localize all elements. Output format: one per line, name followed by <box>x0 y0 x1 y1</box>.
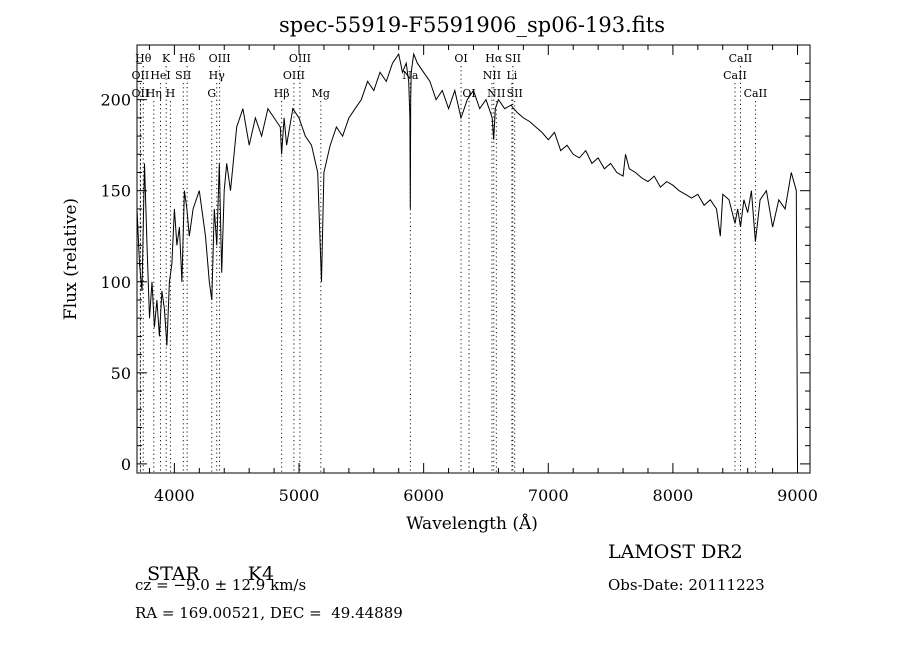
coordinates-info: RA = 169.00521, DEC = 49.44889 <box>135 604 403 622</box>
y-tick-label: 0 <box>121 455 131 474</box>
line-marker-label: Hη <box>146 87 162 100</box>
x-axis-ticks: 4000 5000 6000 7000 8000 9000 <box>148 45 818 505</box>
plot-frame <box>136 44 811 474</box>
line-marker-label: CaII <box>744 87 768 100</box>
object-class: STAR K4 <box>135 541 274 585</box>
x-tick-label: 8000 <box>653 486 694 505</box>
line-markers: HθOIIOIIHηKHeIHSIIHδGHγOIIIHβOIIIOIIIMgN… <box>132 52 768 473</box>
y-axis-ticks: 0 50 100 150 200 <box>100 62 810 474</box>
line-marker-label: OII <box>132 69 150 82</box>
line-marker-label: Hα <box>485 52 503 65</box>
y-tick-label: 150 <box>100 182 131 201</box>
line-marker-label: OII <box>132 87 150 100</box>
line-marker-label: OIII <box>283 69 305 82</box>
line-marker-label: OIII <box>209 52 231 65</box>
x-axis-label: Wavelength (Å) <box>406 513 538 534</box>
line-marker-label: HeI <box>150 69 170 82</box>
y-tick-label: 50 <box>111 364 131 383</box>
survey-label: LAMOST DR2 <box>608 541 743 563</box>
line-marker-label: Hβ <box>274 87 290 100</box>
y-axis-label: Flux (relative) <box>61 198 81 320</box>
spectrum-series-line <box>136 52 798 464</box>
line-marker-label: Li <box>506 69 517 82</box>
x-tick-label: 4000 <box>154 486 195 505</box>
redshift-info: cz = −9.0 ± 12.9 km/s <box>135 576 307 594</box>
line-marker-label: K <box>162 52 171 65</box>
obs-date-info: Obs-Date: 20111223 <box>608 576 765 594</box>
line-marker-label: SII <box>505 52 521 65</box>
x-tick-label: 5000 <box>279 486 320 505</box>
line-marker-label: Hδ <box>179 52 196 65</box>
line-marker-label: OIII <box>289 52 311 65</box>
x-tick-label: 9000 <box>777 486 818 505</box>
line-marker-label: Hγ <box>209 69 226 82</box>
line-marker-label: H <box>166 87 176 100</box>
line-marker-label: CaII <box>723 69 747 82</box>
line-marker-label: CaII <box>729 52 753 65</box>
y-tick-label: 100 <box>100 273 131 292</box>
line-marker-label: Mg <box>312 87 330 100</box>
line-marker-label: SII <box>507 87 523 100</box>
subclass-label: K4 <box>247 563 275 585</box>
line-marker-label: SII <box>175 69 191 82</box>
x-tick-label: 7000 <box>528 486 569 505</box>
y-tick-label: 200 <box>100 91 131 110</box>
line-marker-label: Hθ <box>135 52 152 65</box>
line-marker-label: NII <box>483 69 501 82</box>
class-label: STAR <box>147 563 200 585</box>
chart-title: spec-55919-F5591906_sp06-193.fits <box>279 13 665 37</box>
line-marker-label: OI <box>454 52 467 65</box>
x-tick-label: 6000 <box>403 486 444 505</box>
line-marker-label: OI <box>462 87 475 100</box>
line-marker-label: G <box>207 87 216 100</box>
line-marker-label: Na <box>402 69 419 82</box>
line-marker-label: NII <box>487 87 505 100</box>
